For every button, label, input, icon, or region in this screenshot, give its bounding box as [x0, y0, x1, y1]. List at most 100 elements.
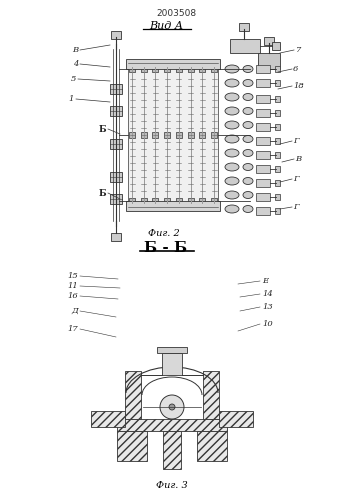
Text: Фиг. 3: Фиг. 3 [156, 481, 188, 490]
Bar [264, 37, 274, 45]
Text: 15: 15 [67, 272, 78, 280]
Bar [110, 172, 122, 182]
Bar [176, 198, 182, 204]
Bar [162, 353, 182, 375]
Ellipse shape [225, 177, 239, 185]
Bar [176, 66, 182, 72]
Bar [256, 79, 270, 87]
Text: 6: 6 [293, 65, 298, 73]
Text: Фиг. 2: Фиг. 2 [148, 229, 180, 238]
Bar [187, 198, 193, 204]
Bar [256, 179, 270, 187]
Bar [152, 198, 158, 204]
Ellipse shape [225, 191, 239, 199]
Text: 16: 16 [67, 292, 78, 300]
Ellipse shape [225, 163, 239, 171]
Bar [125, 371, 141, 419]
Text: 7: 7 [296, 46, 301, 54]
Text: 4: 4 [73, 60, 78, 68]
Bar [110, 84, 122, 94]
Bar [275, 152, 280, 158]
Bar [275, 110, 280, 116]
Ellipse shape [243, 93, 253, 100]
Bar [111, 233, 121, 241]
Circle shape [169, 404, 175, 410]
Bar [275, 208, 280, 214]
Bar [129, 198, 135, 204]
Bar [164, 66, 170, 72]
Text: Г: Г [293, 203, 299, 211]
Bar [110, 194, 122, 204]
Bar [141, 66, 147, 72]
Bar [187, 132, 193, 138]
Bar [256, 123, 270, 131]
Bar [111, 31, 121, 39]
Bar [199, 198, 205, 204]
Ellipse shape [225, 107, 239, 115]
Ellipse shape [225, 205, 239, 213]
Text: Д: Д [71, 307, 78, 315]
Bar [110, 106, 122, 116]
Bar [275, 138, 280, 144]
Bar [126, 59, 220, 69]
Bar [164, 132, 170, 138]
Bar [163, 431, 181, 469]
Bar [256, 65, 270, 73]
Bar [152, 132, 158, 138]
Text: Б: Б [98, 124, 106, 134]
Ellipse shape [225, 79, 239, 87]
Ellipse shape [243, 206, 253, 213]
Bar [176, 132, 182, 138]
Text: В: В [72, 46, 78, 54]
Ellipse shape [225, 65, 239, 73]
Bar [239, 23, 249, 31]
Bar [129, 132, 135, 138]
Bar [129, 66, 135, 72]
Ellipse shape [225, 135, 239, 143]
Circle shape [160, 395, 184, 419]
Bar [219, 411, 253, 427]
Bar [157, 347, 187, 353]
Bar [256, 109, 270, 117]
Bar [256, 165, 270, 173]
Text: 18: 18 [293, 82, 304, 90]
Ellipse shape [243, 164, 253, 171]
Bar [199, 132, 205, 138]
Ellipse shape [243, 79, 253, 86]
Text: 10: 10 [262, 320, 273, 328]
Text: Б - Б: Б - Б [144, 241, 187, 255]
Bar [91, 411, 125, 427]
Ellipse shape [225, 121, 239, 129]
Bar [258, 53, 280, 69]
Ellipse shape [243, 192, 253, 199]
Bar [110, 139, 122, 149]
Bar [256, 95, 270, 103]
Text: 14: 14 [262, 290, 273, 298]
Bar [275, 124, 280, 130]
Text: Г: Г [293, 175, 299, 183]
Text: 1: 1 [68, 95, 74, 103]
Text: 13: 13 [262, 303, 273, 311]
Bar [197, 431, 227, 461]
Bar [141, 198, 147, 204]
Bar [211, 132, 217, 138]
Ellipse shape [225, 149, 239, 157]
Bar [275, 96, 280, 102]
Text: Г: Г [293, 137, 299, 145]
Text: 11: 11 [67, 282, 78, 290]
Bar [256, 151, 270, 159]
Ellipse shape [243, 121, 253, 129]
Bar [141, 132, 147, 138]
Bar [117, 431, 147, 461]
Text: Е: Е [262, 277, 268, 285]
Bar [256, 137, 270, 145]
Bar [256, 207, 270, 215]
Text: 17: 17 [67, 325, 78, 333]
Bar [256, 193, 270, 201]
Text: Б: Б [98, 189, 106, 198]
Bar [275, 194, 280, 200]
Bar [126, 201, 220, 211]
Bar [275, 80, 280, 86]
Bar [211, 198, 217, 204]
Bar [275, 166, 280, 172]
